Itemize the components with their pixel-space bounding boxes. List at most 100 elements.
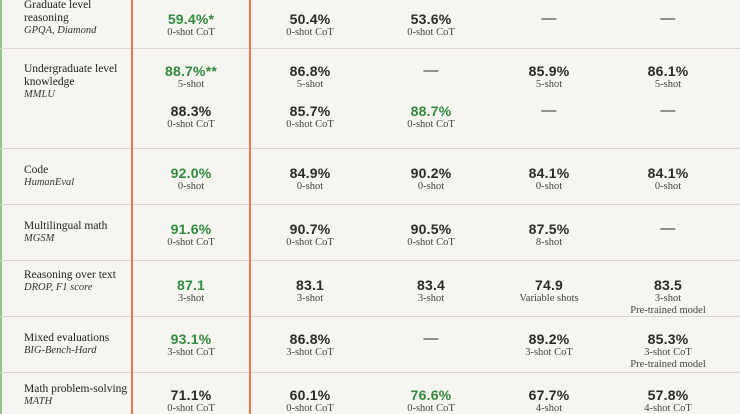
score-setting: 8-shot <box>535 237 563 248</box>
score-value: 83.5 <box>653 277 683 293</box>
benchmark-name: Graduate level reasoning <box>24 0 92 24</box>
score-setting: 0-shot CoT <box>167 237 215 248</box>
table-row: Undergraduate level knowledge MMLU 88.7%**… <box>0 48 740 149</box>
score-setting: 0-shot CoT <box>407 403 455 414</box>
table-row: Code HumanEval 92.0% 0-shot 84.9% 0-shot 90.2%… <box>0 148 740 205</box>
score-value: 83.4 <box>416 277 446 293</box>
score-cell: — <box>370 331 492 347</box>
score-value: 86.8% <box>289 63 331 79</box>
score-setting: 0-shot CoT <box>407 119 455 130</box>
score-setting: 3-shot <box>296 293 324 304</box>
score-setting: 0-shot CoT <box>407 27 455 38</box>
score-cell: 85.7% 0-shot CoT <box>249 103 371 131</box>
score-cell: 90.2% 0-shot <box>370 165 492 193</box>
score-value: 84.9% <box>289 165 331 181</box>
score-value: 84.1% <box>528 165 570 181</box>
score-setting-extra: Pre-trained model <box>630 305 706 316</box>
score-cell: 88.7%** 5-shot <box>130 63 252 91</box>
score-setting: 4-shot CoT <box>644 403 692 414</box>
score-value: 89.2% <box>528 331 570 347</box>
score-value: 60.1% <box>289 387 331 403</box>
score-cell: 83.1 3-shot <box>249 277 371 305</box>
score-value: 86.1% <box>647 63 689 79</box>
score-value: 85.9% <box>528 63 570 79</box>
score-setting: 3-shot CoT <box>644 347 692 358</box>
score-value: — <box>660 10 676 27</box>
score-setting: 5-shot <box>177 79 205 90</box>
score-setting: 0-shot CoT <box>286 119 334 130</box>
score-cell: 88.3% 0-shot CoT <box>130 103 252 131</box>
score-value: 53.6% <box>410 11 452 27</box>
benchmark-label: Undergraduate level knowledge MMLU <box>24 63 130 101</box>
score-value: 71.1% <box>170 387 212 403</box>
benchmark-dataset: BIG-Bench-Hard <box>24 345 97 356</box>
benchmark-label: Multilingual math MGSM <box>24 220 130 245</box>
score-value: 90.2% <box>410 165 452 181</box>
score-cell: 86.1% 5-shot <box>607 63 729 91</box>
score-cell: 53.6% 0-shot CoT <box>370 11 492 39</box>
score-setting: 0-shot <box>417 181 445 192</box>
score-cell: 76.6% 0-shot CoT <box>370 387 492 414</box>
score-value: 76.6% <box>410 387 452 403</box>
score-cell: 87.1 3-shot <box>130 277 252 305</box>
benchmark-name: Reasoning over text <box>24 269 116 281</box>
table-row: Reasoning over text DROP, F1 score 87.1 3-s… <box>0 260 740 317</box>
score-value: 87.1 <box>176 277 206 293</box>
score-cell: 84.1% 0-shot <box>488 165 610 193</box>
score-setting: 0-shot CoT <box>286 403 334 414</box>
score-cell: 84.9% 0-shot <box>249 165 371 193</box>
table-row: Multilingual math MGSM 91.6% 0-shot CoT 90.7… <box>0 204 740 261</box>
table-row: Mixed evaluations BIG-Bench-Hard 93.1% 3-sh… <box>0 316 740 373</box>
score-cell: 71.1% 0-shot CoT <box>130 387 252 414</box>
benchmark-label: Math problem-solving MATH <box>24 383 130 408</box>
score-cell: 57.8% 4-shot CoT <box>607 387 729 414</box>
score-value: — <box>423 62 439 79</box>
score-cell: 84.1% 0-shot <box>607 165 729 193</box>
benchmark-name: Multilingual math <box>24 220 108 232</box>
benchmark-dataset: MATH <box>24 396 53 407</box>
benchmark-dataset: MGSM <box>24 233 55 244</box>
score-value: 59.4%* <box>167 11 215 27</box>
score-cell: 93.1% 3-shot CoT <box>130 331 252 359</box>
score-value: 74.9 <box>534 277 564 293</box>
score-setting: 0-shot <box>296 181 324 192</box>
benchmark-label: Code HumanEval <box>24 164 130 189</box>
score-setting: 3-shot CoT <box>167 347 215 358</box>
score-value: — <box>423 330 439 347</box>
score-cell: 89.2% 3-shot CoT <box>488 331 610 359</box>
score-cell: 59.4%* 0-shot CoT <box>130 11 252 39</box>
score-value: 85.3% <box>647 331 689 347</box>
score-cell: — <box>370 63 492 79</box>
benchmark-name: Undergraduate level knowledge <box>24 63 118 88</box>
benchmark-dataset: MMLU <box>24 89 55 100</box>
score-setting: 5-shot <box>654 79 682 90</box>
score-setting: 0-shot <box>535 181 563 192</box>
score-cell: 83.5 3-shot Pre-trained model <box>607 277 729 317</box>
benchmark-name: Mixed evaluations <box>24 332 110 344</box>
score-setting: 0-shot <box>177 181 205 192</box>
score-cell: 87.5% 8-shot <box>488 221 610 249</box>
benchmark-name: Math problem-solving <box>24 383 128 395</box>
score-cell: 50.4% 0-shot CoT <box>249 11 371 39</box>
score-cell: 60.1% 0-shot CoT <box>249 387 371 414</box>
score-setting-extra: Pre-trained model <box>630 359 706 370</box>
score-cell: — <box>607 221 729 237</box>
score-value: 50.4% <box>289 11 331 27</box>
score-value: — <box>660 220 676 237</box>
score-cell: 88.7% 0-shot CoT <box>370 103 492 131</box>
score-value: 90.5% <box>410 221 452 237</box>
score-cell: — <box>488 11 610 27</box>
score-value: 84.1% <box>647 165 689 181</box>
score-setting: 5-shot <box>296 79 324 90</box>
score-setting: 0-shot CoT <box>167 403 215 414</box>
score-setting: 0-shot CoT <box>167 119 215 130</box>
score-setting: 3-shot <box>177 293 205 304</box>
score-value: 88.7% <box>410 103 452 119</box>
score-setting: 0-shot CoT <box>407 237 455 248</box>
score-cell: 91.6% 0-shot CoT <box>130 221 252 249</box>
score-value: — <box>541 102 557 119</box>
score-setting: 0-shot CoT <box>286 237 334 248</box>
score-value: 57.8% <box>647 387 689 403</box>
score-cell: 90.7% 0-shot CoT <box>249 221 371 249</box>
score-setting: 3-shot <box>654 293 682 304</box>
